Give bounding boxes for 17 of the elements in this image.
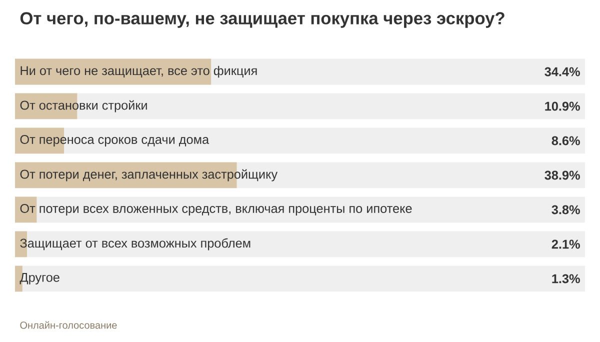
data-label: 1.3% <box>552 274 580 284</box>
y-tick-label: От переноса сроков сдачи дома <box>20 135 210 146</box>
y-tick-label: Другое <box>20 273 60 284</box>
data-label: 38.9% <box>544 170 580 180</box>
y-tick-label: Защищает от всех возможных проблем <box>20 238 250 250</box>
data-label: 34.4% <box>544 67 580 76</box>
chart-title: От чего, по-вашему, не защищает покупка через эскроу? <box>20 12 504 28</box>
text: Онлайн-голосование <box>20 321 117 329</box>
y-tick-label: От остановки стройки <box>20 100 147 112</box>
y-tick-label: От потери денег, заплаченных застройщику <box>20 169 278 182</box>
bar <box>15 196 37 223</box>
data-label: 3.8% <box>552 205 580 214</box>
data-label: 2.1% <box>552 240 580 249</box>
data-label: 8.6% <box>552 136 580 146</box>
y-tick-label: От потери всех вложенных средств, включая проценты по ипотеке <box>20 204 412 216</box>
y-tick-label: Ни от чего не защищает, все это фикция <box>20 66 257 78</box>
data-label: 10.9% <box>545 102 580 111</box>
